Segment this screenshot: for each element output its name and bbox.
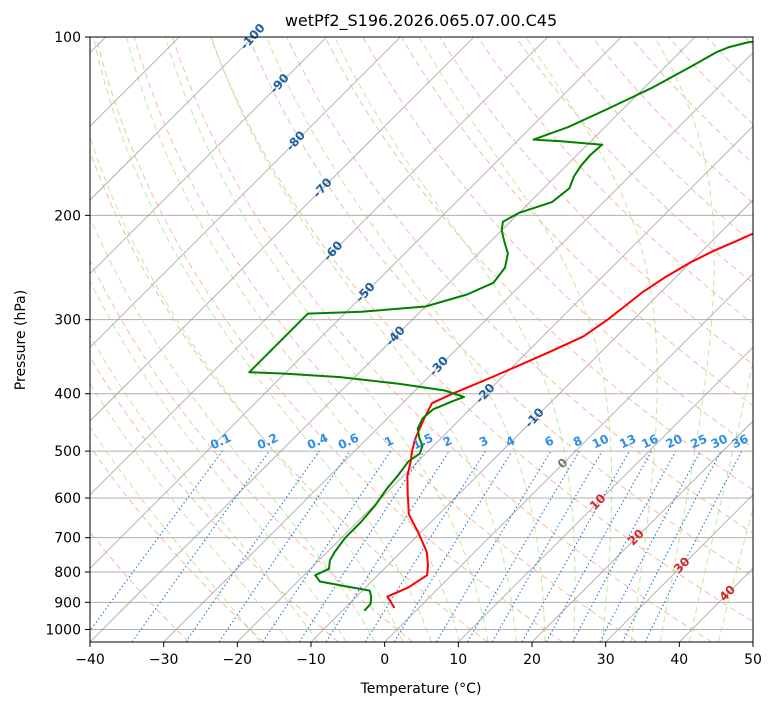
mixing-ratio-label: 36 bbox=[730, 432, 751, 452]
x-tick-label: −30 bbox=[149, 652, 179, 668]
mixing-ratio-label: 10 bbox=[590, 432, 611, 452]
mixing-ratio-label: 30 bbox=[709, 432, 730, 452]
y-tick-label: 200 bbox=[54, 208, 81, 224]
mixing-ratio-label: 20 bbox=[664, 432, 685, 452]
dry-adiabat-line bbox=[90, 445, 264, 642]
y-tick-label: 100 bbox=[54, 30, 81, 46]
mixing-ratio-line bbox=[90, 450, 223, 632]
moist-adiabat-line bbox=[90, 426, 261, 642]
mixing-ratio-label: 16 bbox=[639, 432, 660, 452]
x-tick-label: −40 bbox=[75, 652, 105, 668]
x-axis-title: Temperature (°C) bbox=[360, 681, 482, 697]
mixing-ratio-line bbox=[572, 450, 677, 642]
isotherm-line bbox=[90, 37, 254, 201]
y-tick-label: 600 bbox=[54, 491, 81, 507]
y-tick-label: 500 bbox=[54, 444, 81, 460]
isotherm-line bbox=[458, 346, 753, 642]
mixing-ratio-line bbox=[185, 450, 320, 642]
mixing-ratio-line bbox=[644, 450, 743, 642]
moist-adiabat-line bbox=[164, 37, 489, 642]
y-tick-label: 700 bbox=[54, 531, 81, 547]
moist-adiabat-line bbox=[92, 37, 432, 642]
y-tick-label: 1000 bbox=[45, 622, 81, 638]
y-tick-label: 400 bbox=[54, 387, 81, 403]
moist-adiabat-line bbox=[90, 215, 376, 642]
isotherm-line bbox=[90, 37, 401, 348]
x-tick-label: 30 bbox=[597, 652, 615, 668]
isotherm-line bbox=[90, 37, 622, 569]
isotherm-line bbox=[752, 641, 753, 642]
background-lines bbox=[90, 37, 753, 642]
moist-adiabat-line bbox=[717, 506, 753, 642]
dry-adiabat-line bbox=[95, 37, 563, 642]
dry-adiabat-line bbox=[286, 37, 753, 534]
y-tick-label: 900 bbox=[54, 595, 81, 611]
x-tick-label: −10 bbox=[296, 652, 326, 668]
mixing-ratio-label: 13 bbox=[617, 432, 638, 452]
moist-adiabat-line bbox=[90, 135, 404, 642]
moist-adiabat-line bbox=[418, 37, 613, 642]
x-tick-label: −20 bbox=[223, 652, 253, 668]
mixing-ratio-line bbox=[218, 450, 351, 642]
x-tick-label: 0 bbox=[380, 652, 389, 668]
moist-adiabat-line bbox=[654, 37, 715, 642]
axes: −40 −30 −20 −10 0 10 20 30 40 50 100 200 300 400 500 60… bbox=[45, 30, 762, 668]
isotherm-line bbox=[237, 125, 753, 642]
moist-adiabat-line bbox=[210, 37, 517, 642]
isotherm-line bbox=[90, 37, 548, 496]
mixing-ratio-line bbox=[131, 450, 270, 642]
isotherm-line bbox=[163, 52, 753, 642]
dry-adiabat-line bbox=[515, 37, 753, 284]
y-tick-label: 300 bbox=[54, 313, 81, 329]
x-tick-label: 40 bbox=[670, 652, 688, 668]
mixing-ratio-line bbox=[325, 450, 450, 642]
isotherm-line bbox=[384, 273, 753, 642]
x-tick-label: 20 bbox=[523, 652, 541, 668]
moist-adiabat-line bbox=[90, 334, 319, 642]
isotherm-line bbox=[531, 420, 753, 642]
moist-adiabat-line bbox=[90, 382, 290, 642]
dry-adiabat-line bbox=[210, 37, 753, 623]
temperature-profile-line bbox=[386, 232, 753, 609]
isotherm-line bbox=[90, 37, 696, 642]
dry-adiabat-line bbox=[248, 37, 753, 578]
mixing-ratio-line bbox=[298, 450, 425, 642]
moist-adiabat-line bbox=[266, 37, 546, 642]
mixing-ratio-line bbox=[545, 450, 653, 642]
mixing-ratio-line bbox=[521, 450, 630, 642]
y-axis-title: Pressure (hPa) bbox=[13, 290, 29, 390]
isotherm-line bbox=[90, 37, 475, 422]
mixing-ratio-label: 25 bbox=[688, 432, 709, 452]
isotherm-line bbox=[90, 37, 327, 275]
dry-adiabat-line bbox=[324, 37, 753, 491]
mixing-ratio-line bbox=[262, 450, 392, 642]
x-tick-label: 10 bbox=[449, 652, 467, 668]
chart-title: wetPf2_S196.2026.065.07.00.C45 bbox=[285, 11, 557, 31]
dry-adiabat-line bbox=[90, 259, 414, 642]
moist-adiabat-line bbox=[525, 37, 658, 642]
isotherm-line bbox=[605, 494, 753, 642]
dry-adiabat-line bbox=[171, 37, 712, 642]
x-tick-label: 50 bbox=[744, 652, 762, 668]
y-tick-label: 800 bbox=[54, 565, 81, 581]
moist-adiabat-line bbox=[688, 358, 753, 642]
plot-frame bbox=[89, 36, 754, 643]
mixing-ratio-line bbox=[393, 450, 513, 642]
moist-adiabat-line bbox=[334, 37, 576, 642]
dewpoint-profile-line bbox=[248, 40, 753, 612]
profile-lines bbox=[248, 40, 753, 612]
dry-adiabat-line bbox=[90, 356, 339, 642]
